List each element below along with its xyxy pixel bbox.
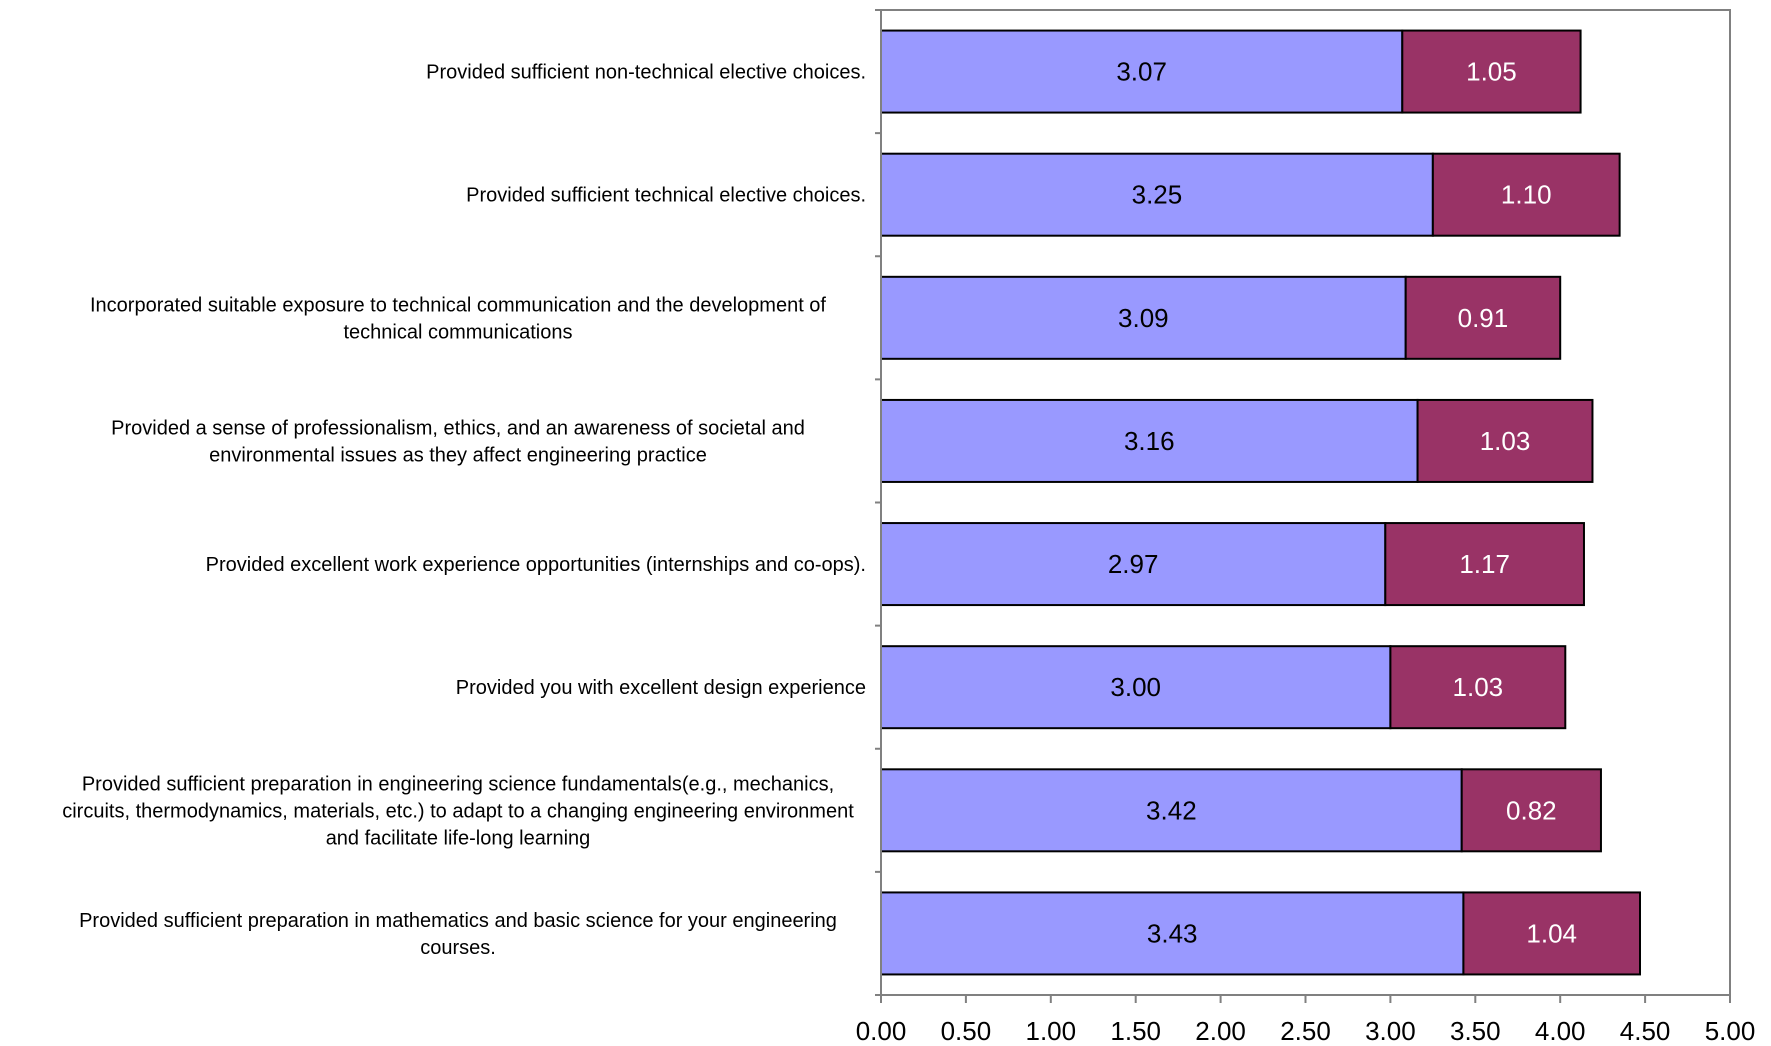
- bar-value-label: 1.04: [1526, 918, 1577, 948]
- bar-segment: [880, 275, 1407, 360]
- bar-value-label: 3.16: [1124, 426, 1175, 456]
- x-tick-label: 2.50: [1280, 1016, 1331, 1046]
- category-label: environmental issues as they affect engi…: [209, 444, 707, 466]
- category-label: Provided sufficient preparation in engin…: [82, 773, 834, 795]
- bar-segment: [1404, 275, 1562, 360]
- x-tick-label: 5.00: [1705, 1016, 1756, 1046]
- category-label: Provided a sense of professionalism, eth…: [111, 417, 805, 439]
- bar-segment: [880, 29, 1404, 114]
- bar-value-label: 1.17: [1459, 549, 1510, 579]
- bar-value-label: 3.42: [1146, 795, 1197, 825]
- bar-value-label: 1.03: [1453, 672, 1504, 702]
- bar-segment: [1416, 398, 1594, 483]
- bar-segment: [1431, 152, 1621, 237]
- x-tick-label: 4.50: [1620, 1016, 1671, 1046]
- bar-segment: [880, 398, 1419, 483]
- bar-value-label: 3.25: [1132, 180, 1183, 210]
- category-label: Provided sufficient preparation in mathe…: [79, 910, 837, 932]
- category-label: Incorporated suitable exposure to techni…: [90, 294, 826, 316]
- category-label: circuits, thermodynamics, materials, etc…: [62, 800, 854, 822]
- x-tick-label: 4.00: [1535, 1016, 1586, 1046]
- bar-value-label: 3.07: [1116, 57, 1167, 87]
- axes-layer: [875, 9, 1731, 1003]
- category-label: and facilitate life-long learning: [326, 827, 591, 849]
- x-tick-label: 0.50: [941, 1016, 992, 1046]
- bar-segment: [1389, 645, 1567, 730]
- category-label: Provided you with excellent design exper…: [456, 677, 866, 699]
- category-label: Provided sufficient technical elective c…: [466, 185, 866, 207]
- bar-value-label: 2.97: [1108, 549, 1159, 579]
- bar-value-label: 3.00: [1110, 672, 1161, 702]
- x-tick-label: 0.00: [856, 1016, 907, 1046]
- bar-segment: [880, 152, 1434, 237]
- bar-segment: [1384, 522, 1585, 607]
- category-label: Provided sufficient non-technical electi…: [426, 62, 866, 84]
- bars-layer: [880, 29, 1642, 976]
- bar-segment: [1460, 768, 1602, 853]
- bar-value-label: 3.43: [1147, 918, 1198, 948]
- x-tick-label: 1.00: [1025, 1016, 1076, 1046]
- x-tick-label: 3.50: [1450, 1016, 1501, 1046]
- labels-layer: 3.07 1.05 Provided sufficient non-technica…: [62, 57, 1755, 1046]
- bar-value-label: 1.10: [1501, 180, 1552, 210]
- x-tick-label: 3.00: [1365, 1016, 1416, 1046]
- bar-value-label: 1.03: [1480, 426, 1531, 456]
- bar-value-label: 1.05: [1466, 57, 1517, 87]
- bar-value-label: 0.91: [1458, 303, 1509, 333]
- category-label: courses.: [420, 937, 496, 959]
- bar-value-label: 0.82: [1506, 795, 1557, 825]
- bar-value-label: 3.09: [1118, 303, 1169, 333]
- bar-segment: [880, 768, 1463, 853]
- x-tick-label: 2.00: [1195, 1016, 1246, 1046]
- category-label: Provided excellent work experience oppor…: [206, 554, 866, 576]
- bar-segment: [1401, 29, 1582, 114]
- bar-segment: [1462, 891, 1642, 976]
- x-tick-label: 1.50: [1110, 1016, 1161, 1046]
- category-label: technical communications: [344, 321, 573, 343]
